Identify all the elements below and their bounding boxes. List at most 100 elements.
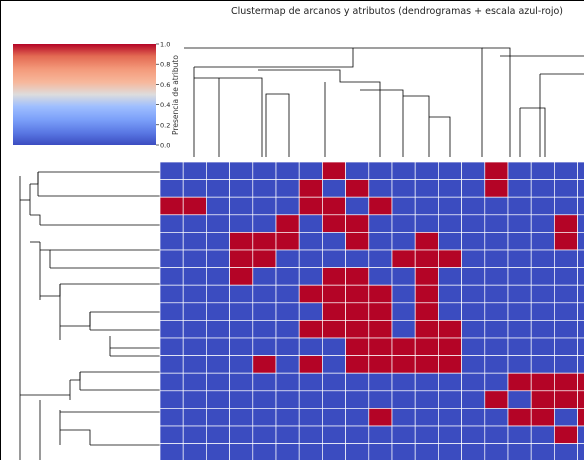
heatmap-cell <box>530 179 555 198</box>
heatmap-cell <box>229 214 254 233</box>
colorbar: 0.0 0.2 0.4 0.6 0.8 1.0 Presencia de atributo <box>13 41 180 150</box>
heatmap-cell <box>414 267 439 286</box>
heatmap-cell <box>507 161 532 180</box>
heatmap-cell <box>577 390 584 409</box>
heatmap-cell <box>252 372 277 392</box>
heatmap-cell <box>252 214 277 233</box>
heatmap-cell <box>507 196 532 216</box>
heatmap-cell <box>322 390 346 409</box>
heatmap-cell <box>159 355 184 374</box>
heatmap-cell <box>484 196 509 216</box>
heatmap-cell <box>368 320 393 339</box>
heatmap-cell <box>577 179 584 198</box>
heatmap-cell <box>275 408 300 427</box>
heatmap-cell <box>391 443 416 460</box>
heatmap-cell <box>461 232 486 251</box>
heatmap-cell <box>507 232 532 251</box>
heatmap-cell <box>345 196 370 216</box>
heatmap-cell <box>206 390 230 409</box>
heatmap-cell <box>507 284 532 304</box>
heatmap-cell <box>322 196 346 216</box>
heatmap-cell <box>298 284 323 304</box>
heatmap-cell <box>252 267 277 286</box>
heatmap-cell <box>298 408 323 427</box>
heatmap-cell <box>461 408 486 427</box>
heatmap-cell <box>252 249 277 268</box>
heatmap-cell <box>275 249 300 268</box>
heatmap-cell <box>368 390 393 409</box>
heatmap-cell <box>206 425 230 444</box>
heatmap-cell <box>206 161 230 180</box>
heatmap-cell <box>322 443 346 460</box>
heatmap-cell <box>182 372 207 392</box>
heatmap-cell <box>275 425 300 444</box>
dendro-link <box>184 47 483 157</box>
heatmap-cell <box>252 355 277 374</box>
heatmap-cell <box>484 161 509 180</box>
heatmap-cell <box>484 267 509 286</box>
heatmap-cell <box>322 179 346 198</box>
heatmap-cell <box>530 443 555 460</box>
heatmap-cell <box>414 161 439 180</box>
heatmap-cell <box>554 408 578 427</box>
heatmap-cell <box>345 284 370 304</box>
heatmap-cell <box>298 390 323 409</box>
heatmap-cell <box>229 443 254 460</box>
heatmap-cell <box>229 196 254 216</box>
heatmap-cell <box>391 284 416 304</box>
heatmap-cell <box>345 161 370 180</box>
heatmap-cell <box>577 372 584 392</box>
heatmap-cell <box>322 161 346 180</box>
heatmap-cell <box>484 302 509 321</box>
heatmap-cell <box>554 390 578 409</box>
heatmap-cell <box>484 408 509 427</box>
heatmap-cell <box>438 408 462 427</box>
heatmap-cell <box>159 408 184 427</box>
heatmap-cell <box>275 284 300 304</box>
heatmap-cell <box>554 337 578 356</box>
heatmap-cell <box>461 443 486 460</box>
heatmap-cell <box>229 390 254 409</box>
heatmap-cell <box>298 267 323 286</box>
heatmap-cell <box>414 249 439 268</box>
heatmap-cell <box>507 390 532 409</box>
heatmap-cell <box>206 443 230 460</box>
heatmap-cell <box>229 337 254 356</box>
heatmap-cell <box>368 161 393 180</box>
heatmap-cell <box>507 179 532 198</box>
heatmap-cell <box>159 302 184 321</box>
heatmap-cell <box>530 161 555 180</box>
heatmap-cell <box>414 355 439 374</box>
chart-title: Clustermap de arcanos y atributos (dendr… <box>231 6 563 17</box>
heatmap-cell <box>275 443 300 460</box>
heatmap-cell <box>345 249 370 268</box>
heatmap-cell <box>368 232 393 251</box>
heatmap-cell <box>322 320 346 339</box>
heatmap-cell <box>438 249 462 268</box>
heatmap-cell <box>391 390 416 409</box>
heatmap-cell <box>182 302 207 321</box>
heatmap-cell <box>507 355 532 374</box>
dendro-link <box>403 95 430 157</box>
column-dendrogram <box>184 47 584 157</box>
heatmap-cell <box>252 196 277 216</box>
heatmap-cell <box>577 214 584 233</box>
heatmap-cell <box>275 302 300 321</box>
heatmap-cell <box>577 284 584 304</box>
heatmap-cell <box>298 161 323 180</box>
heatmap-cell <box>182 320 207 339</box>
heatmap-cell <box>554 425 578 444</box>
heatmap-cell <box>345 443 370 460</box>
heatmap-cell <box>554 161 578 180</box>
heatmap-cell <box>507 408 532 427</box>
heatmap-cell <box>577 443 584 460</box>
heatmap-cell <box>206 337 230 356</box>
heatmap-cell <box>345 337 370 356</box>
heatmap-cell <box>182 267 207 286</box>
heatmap-cell <box>345 179 370 198</box>
heatmap-cell <box>391 232 416 251</box>
heatmap-cell <box>414 196 439 216</box>
heatmap-cell <box>391 214 416 233</box>
heatmap-cell <box>322 302 346 321</box>
